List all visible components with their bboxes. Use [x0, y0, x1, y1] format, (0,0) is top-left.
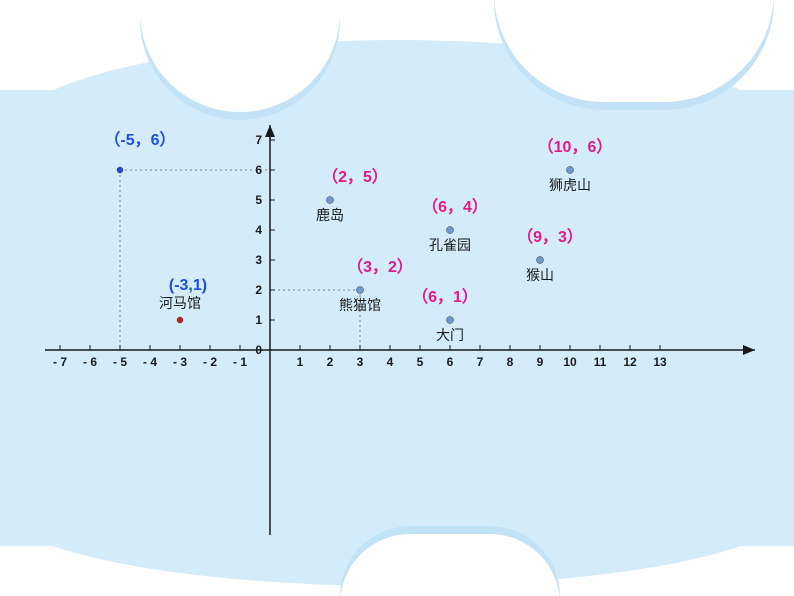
- y-tick-label: 6: [255, 163, 262, 177]
- data-point: [447, 317, 454, 324]
- point-coordinate: （6，4）: [422, 198, 488, 216]
- x-tick-label: 4: [387, 355, 394, 369]
- data-point: [327, 197, 334, 204]
- point-coordinate: （10，6）: [538, 138, 613, 156]
- x-axis-arrow: [743, 345, 755, 355]
- data-point: [567, 167, 574, 174]
- y-tick-label: 7: [255, 133, 262, 147]
- x-tick-label: - 3: [173, 355, 187, 369]
- data-point: [357, 287, 364, 294]
- x-tick-label: 6: [447, 355, 454, 369]
- point-label: 孔雀园: [429, 237, 471, 253]
- point-coordinate: (-3,1): [169, 277, 207, 294]
- x-tick-label: 13: [653, 355, 667, 369]
- point-coordinate: （6，1）: [412, 288, 478, 306]
- point-label: 鹿岛: [316, 207, 344, 223]
- y-tick-label: 5: [255, 193, 262, 207]
- point-label: 河马馆: [159, 295, 201, 311]
- x-tick-label: - 7: [53, 355, 67, 369]
- x-tick-label: 10: [563, 355, 577, 369]
- x-tick-label: - 6: [83, 355, 97, 369]
- x-tick-label: 9: [537, 355, 544, 369]
- y-axis-arrow: [265, 125, 275, 137]
- x-tick-label: 12: [623, 355, 637, 369]
- point-label: 熊猫馆: [339, 297, 381, 313]
- y-tick-label: 0: [255, 343, 262, 357]
- data-point: [447, 227, 454, 234]
- data-point: [177, 317, 183, 323]
- x-tick-label: - 5: [113, 355, 127, 369]
- x-tick-label: 8: [507, 355, 514, 369]
- point-coordinate: （2，5）: [322, 168, 388, 186]
- x-tick-label: - 4: [143, 355, 157, 369]
- x-tick-label: 2: [327, 355, 334, 369]
- y-tick-label: 4: [255, 223, 262, 237]
- x-tick-label: 7: [477, 355, 484, 369]
- coordinate-chart: - 7- 6- 5- 4- 3- 2- 11234567891011121301…: [40, 120, 760, 540]
- point-coordinate: （3，2）: [347, 258, 413, 276]
- x-tick-label: 3: [357, 355, 364, 369]
- point-label: 大门: [436, 327, 464, 343]
- point-coordinate: （9，3）: [517, 228, 583, 246]
- y-tick-label: 2: [255, 283, 262, 297]
- chart-svg: - 7- 6- 5- 4- 3- 2- 11234567891011121301…: [40, 120, 760, 540]
- x-tick-label: 1: [297, 355, 304, 369]
- point-label: 狮虎山: [549, 177, 591, 193]
- y-tick-label: 3: [255, 253, 262, 267]
- data-point: [117, 167, 123, 173]
- x-tick-label: 5: [417, 355, 424, 369]
- point-coordinate: （-5，6）: [104, 131, 175, 149]
- data-point: [537, 257, 544, 264]
- x-tick-label: - 1: [233, 355, 247, 369]
- y-tick-label: 1: [255, 313, 262, 327]
- x-tick-label: - 2: [203, 355, 217, 369]
- point-label: 猴山: [526, 267, 554, 283]
- x-tick-label: 11: [594, 355, 607, 369]
